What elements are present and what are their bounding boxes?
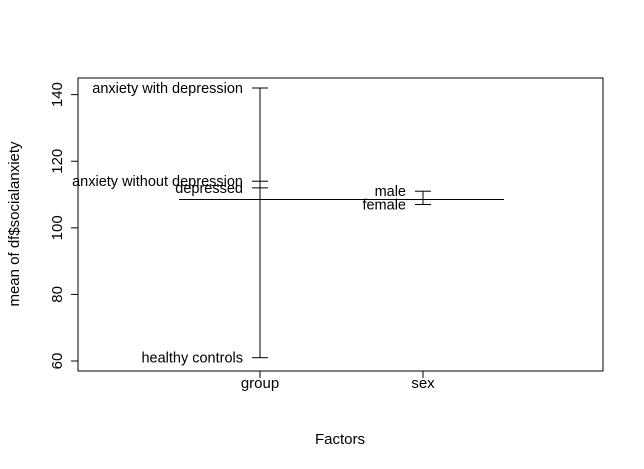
level-label: male (375, 184, 406, 200)
x-axis-label: Factors (315, 431, 365, 448)
y-tick-label: 80 (49, 286, 66, 303)
level-label: depressed (175, 181, 243, 197)
level-label: healthy controls (141, 351, 243, 367)
y-axis-label: mean of df$socialanxiety (6, 141, 23, 307)
y-tick-label: 100 (49, 215, 66, 240)
y-tick-label: 120 (49, 149, 66, 174)
x-tick-label: sex (411, 375, 435, 392)
x-axis: group sex (241, 370, 435, 392)
plot-frame (77, 77, 604, 372)
level-label: anxiety without depression (72, 174, 243, 190)
factor-group: anxiety with depression anxiety without d… (72, 81, 431, 367)
level-label: anxiety with depression (92, 81, 243, 97)
y-tick-label: 140 (49, 82, 66, 107)
y-tick-label: 60 (49, 353, 66, 370)
level-label: female (362, 198, 406, 214)
x-tick-label: group (241, 375, 279, 392)
y-axis: 60 80 100 120 140 (49, 82, 79, 370)
